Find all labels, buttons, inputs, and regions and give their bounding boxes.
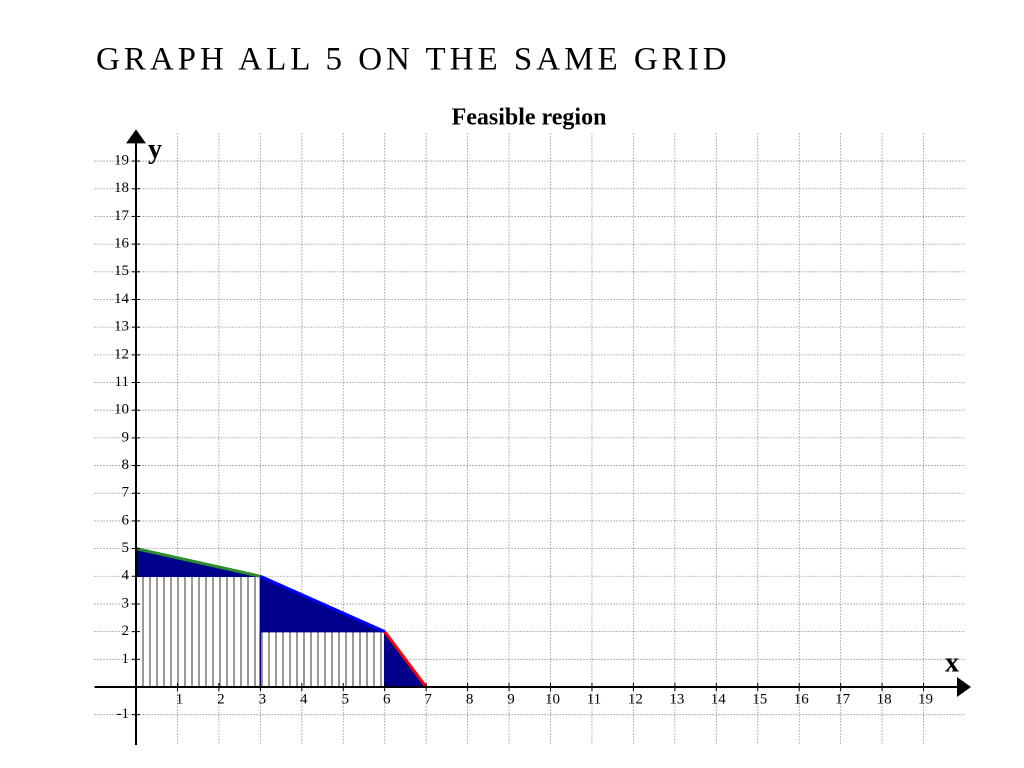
y-tick-label: 12 (114, 346, 129, 362)
x-tick-label: 17 (835, 691, 851, 707)
y-tick-label: 11 (115, 374, 129, 390)
y-tick-label: 16 (114, 236, 130, 252)
y-tick-label: 15 (114, 263, 129, 279)
y-tick-label: 4 (122, 568, 130, 584)
y-tick-label: 14 (114, 291, 130, 307)
x-tick-label: 16 (794, 691, 810, 707)
x-tick-label: 9 (507, 691, 515, 707)
x-tick-label: 7 (424, 691, 432, 707)
y-tick-label: 2 (122, 623, 130, 639)
x-tick-label: 19 (918, 691, 933, 707)
x-tick-label: 15 (752, 691, 767, 707)
x-axis-arrow (957, 677, 971, 697)
y-tick-label: 1 (122, 651, 130, 667)
y-tick-label: 19 (114, 153, 129, 169)
y-axis-arrow (126, 129, 146, 144)
boundary-line (135, 547, 261, 578)
x-tick-label: 8 (466, 691, 474, 707)
hatched-area (259, 630, 386, 688)
boundary-line (383, 630, 428, 688)
y-tick-label: 7 (122, 485, 130, 501)
y-tick-label: -1 (117, 706, 130, 722)
x-tick-label: 13 (669, 691, 684, 707)
x-axis-label: x (945, 647, 959, 678)
x-tick-label: 12 (628, 691, 643, 707)
hatched-area (135, 575, 262, 688)
x-tick-label: 14 (711, 691, 727, 707)
y-tick-label: 6 (122, 512, 130, 528)
x-tick-label: 6 (383, 691, 391, 707)
x-tick-label: 11 (587, 691, 601, 707)
plot: xy1 2 3 4 5 6 7 8 9 10 11 12 13 14 15 16 17 18 19-11234567… (94, 129, 971, 746)
y-axis-label: y (148, 134, 162, 165)
x-tick-label: 18 (877, 691, 892, 707)
boundary-line (259, 574, 386, 634)
y-tick-label: 10 (114, 402, 129, 418)
chart-title: Feasible region (452, 105, 607, 131)
x-tick-label: 3 (259, 691, 267, 707)
y-tick-label: 8 (122, 457, 130, 473)
x-tick-label: 4 (300, 691, 308, 707)
y-tick-label: 18 (114, 180, 129, 196)
y-tick-label: 9 (122, 429, 130, 445)
x-tick-label: 5 (342, 691, 350, 707)
y-tick-label: 17 (114, 208, 130, 224)
x-tick-label: 10 (545, 691, 560, 707)
y-tick-label: 13 (114, 319, 129, 335)
slide-heading: GRAPH ALL 5 ON THE SAME GRID (96, 42, 731, 78)
x-tick-label: 1 (176, 691, 184, 707)
y-tick-label: 5 (122, 540, 130, 556)
y-tick-label: 3 (122, 595, 130, 611)
x-tick-label: 2 (217, 691, 225, 707)
